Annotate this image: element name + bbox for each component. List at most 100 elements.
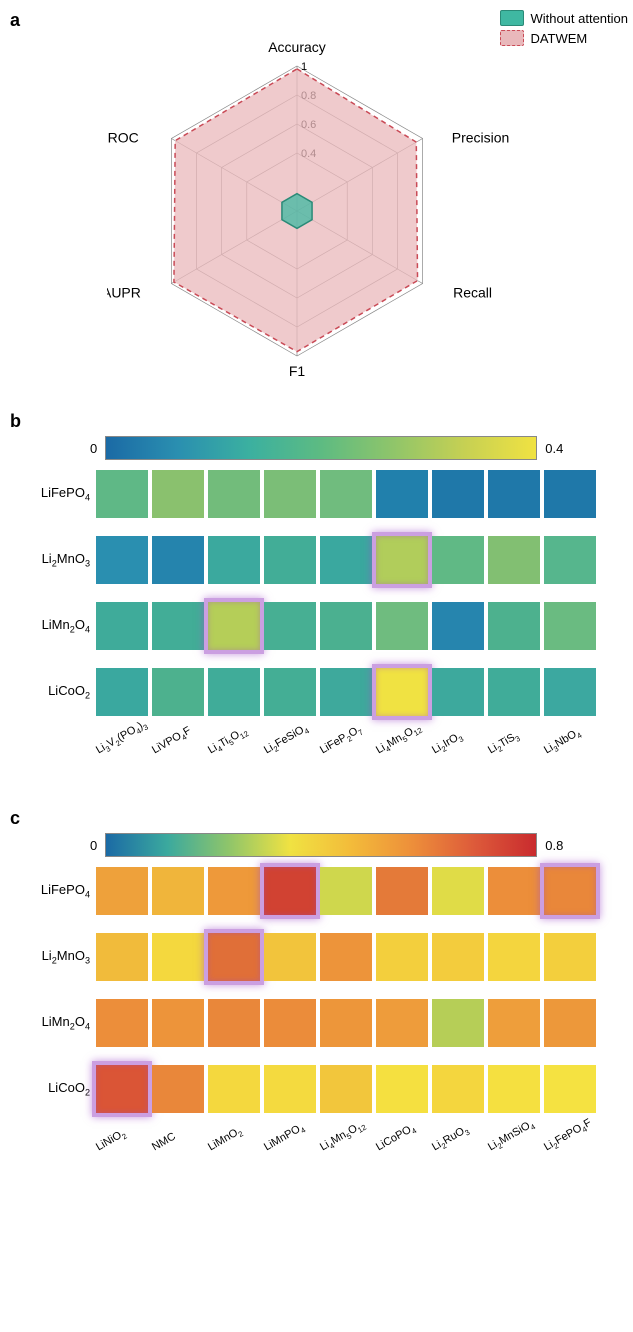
heatmap-cell xyxy=(488,933,540,981)
heatmap-cell xyxy=(376,1065,428,1113)
heatmap-cell xyxy=(208,867,260,915)
x-labels-b: Li3V2(PO4)3LiVPO4FLi4Ti5O12Li2FeSiO4LiFe… xyxy=(86,734,623,748)
svg-text:1: 1 xyxy=(301,61,307,73)
legend-a: Without attention DATWEM xyxy=(500,10,628,50)
colorbar-max: 0.8 xyxy=(545,838,563,853)
heatmap-cell xyxy=(264,867,316,915)
heatmap-row: LiCoO2 xyxy=(20,1065,623,1113)
row-label: LiFePO4 xyxy=(20,882,96,900)
row-label: Li2MnO3 xyxy=(20,551,96,569)
heatmap-cell xyxy=(432,602,484,650)
heatmap-cell xyxy=(488,536,540,584)
legend-swatch xyxy=(500,10,524,26)
colorbar-min: 0 xyxy=(90,441,97,456)
row-label: LiMn2O4 xyxy=(20,617,96,635)
panel-b-label: b xyxy=(10,411,21,431)
legend-label: Without attention xyxy=(530,11,628,26)
heatmap-cell xyxy=(264,933,316,981)
col-label: Li2FePO4F xyxy=(542,1117,594,1155)
heatmap-cell xyxy=(96,999,148,1047)
heatmap-cell xyxy=(320,867,372,915)
col-label: Li2TiS3 xyxy=(486,720,538,758)
heatmap-cell xyxy=(544,1065,596,1113)
row-label: LiFePO4 xyxy=(20,485,96,503)
svg-text:AUPR: AUPR xyxy=(107,285,141,301)
legend-swatch xyxy=(500,30,524,46)
heatmap-cell xyxy=(152,867,204,915)
heatmap-cell xyxy=(432,668,484,716)
panel-c-label: c xyxy=(10,808,20,828)
heatmap-cell xyxy=(432,867,484,915)
heatmap-cell xyxy=(264,470,316,518)
heatmap-cell xyxy=(264,668,316,716)
heatmap-cell xyxy=(320,536,372,584)
heatmap-cell xyxy=(152,1065,204,1113)
heatmap-cell xyxy=(320,602,372,650)
heatmap-cell xyxy=(96,668,148,716)
svg-text:Precision: Precision xyxy=(451,130,509,146)
col-label: NMC xyxy=(150,1117,202,1155)
heatmap-cell xyxy=(152,536,204,584)
panel-a-label: a xyxy=(10,10,20,30)
colorbar-gradient xyxy=(105,833,537,857)
col-label: LiFeP2O7 xyxy=(318,720,370,758)
heatmap-cell xyxy=(96,867,148,915)
radar-svg: 0.40.60.81AccuracyPrecisionRecallF1AUPRA… xyxy=(107,31,527,401)
svg-text:F1: F1 xyxy=(288,363,305,379)
heatmap-cell xyxy=(208,999,260,1047)
heatmap-cell xyxy=(152,933,204,981)
heatmap-row: LiMn2O4 xyxy=(20,999,623,1047)
row-label: Li2MnO3 xyxy=(20,948,96,966)
heatmap-cell xyxy=(96,602,148,650)
heatmap-cell xyxy=(488,867,540,915)
heatmap-cell xyxy=(488,668,540,716)
heatmap-cell xyxy=(432,933,484,981)
heatmap-cell xyxy=(544,536,596,584)
col-label: Li4Mn5O12 xyxy=(318,1117,370,1155)
heatmap-cell xyxy=(432,999,484,1047)
heatmap-c: LiFePO4 Li2MnO3 LiMn2O4 LiCoO2 xyxy=(20,867,623,1113)
heatmap-cell xyxy=(376,536,428,584)
col-label: LiMnPO4 xyxy=(262,1117,314,1155)
heatmap-cell xyxy=(208,668,260,716)
heatmap-cell xyxy=(376,470,428,518)
panel-c: c 0 0.8 LiFePO4 Li2MnO3 LiMn2O4 LiCoO2 LiNi… xyxy=(10,808,623,1145)
heatmap-row: Li2MnO3 xyxy=(20,933,623,981)
row-label: LiMn2O4 xyxy=(20,1014,96,1032)
heatmap-cell xyxy=(264,1065,316,1113)
heatmap-cell xyxy=(208,1065,260,1113)
heatmap-cell xyxy=(320,470,372,518)
col-label: Li4Ti5O12 xyxy=(206,720,258,758)
heatmap-cell xyxy=(544,668,596,716)
col-label: Li2IrO3 xyxy=(430,720,482,758)
heatmap-cell xyxy=(544,602,596,650)
legend-label: DATWEM xyxy=(530,31,587,46)
col-label: LiNiO2 xyxy=(94,1117,146,1155)
col-label: LiVPO4F xyxy=(150,720,202,758)
colorbar-c: 0 0.8 xyxy=(90,833,623,857)
row-label: LiCoO2 xyxy=(20,683,96,701)
col-label: Li2FeSiO4 xyxy=(262,720,314,758)
heatmap-cell xyxy=(432,470,484,518)
heatmap-cell xyxy=(96,933,148,981)
heatmap-cell xyxy=(432,536,484,584)
heatmap-cell xyxy=(264,536,316,584)
heatmap-cell xyxy=(432,1065,484,1113)
heatmap-cell xyxy=(376,999,428,1047)
heatmap-cell xyxy=(488,999,540,1047)
radar-chart: 0.40.60.81AccuracyPrecisionRecallF1AUPRA… xyxy=(10,31,623,401)
heatmap-cell xyxy=(96,470,148,518)
x-labels-c: LiNiO2NMCLiMnO2LiMnPO4Li4Mn5O12LiCoPO4Li… xyxy=(86,1131,623,1145)
heatmap-cell xyxy=(152,668,204,716)
col-label: LiCoPO4 xyxy=(374,1117,426,1155)
heatmap-cell xyxy=(544,470,596,518)
row-label: LiCoO2 xyxy=(20,1080,96,1098)
heatmap-row: LiFePO4 xyxy=(20,867,623,915)
panel-a: a Without attention DATWEM 0.40.60.81Acc… xyxy=(10,10,623,401)
heatmap-cell xyxy=(488,602,540,650)
col-label: Li2RuO3 xyxy=(430,1117,482,1155)
col-label: Li4Mn5O12 xyxy=(374,720,426,758)
heatmap-cell xyxy=(208,602,260,650)
heatmap-cell xyxy=(208,536,260,584)
heatmap-cell xyxy=(544,867,596,915)
